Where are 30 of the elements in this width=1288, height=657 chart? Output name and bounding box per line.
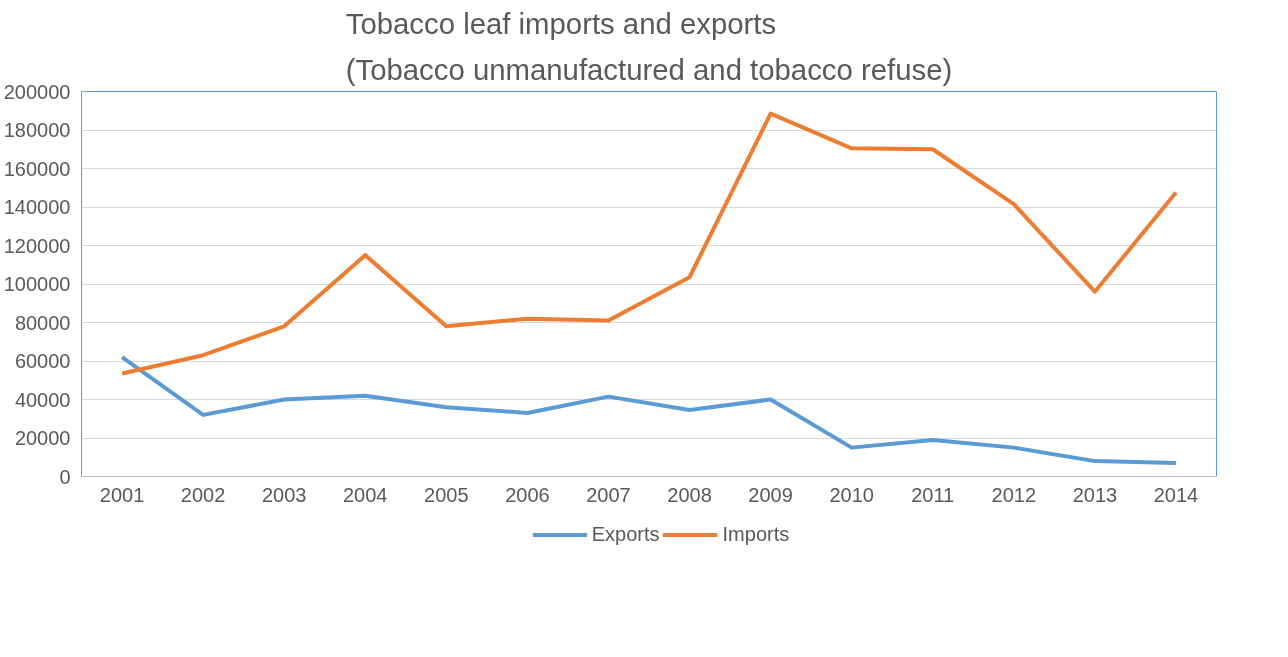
x-tick-label: 2011: [911, 483, 955, 506]
x-tick-label: 2001: [99, 483, 145, 506]
x-tick-label: 2009: [748, 483, 793, 506]
line-series: [120, 111, 1178, 376]
line-series: [120, 355, 1178, 466]
x-tick-label: 2005: [424, 483, 469, 506]
x-tick-label: 2007: [586, 483, 631, 506]
y-tick-label: 200000: [3, 80, 71, 103]
x-tick-label: 2006: [505, 483, 550, 506]
y-tick-label: 100000: [3, 273, 71, 295]
x-tick-label: 2008: [667, 483, 712, 506]
y-tick-label: 20000: [14, 427, 71, 449]
y-tick-label: 140000: [3, 196, 71, 218]
x-tick-label: 2002: [180, 483, 226, 506]
x-tick-label: 2004: [343, 483, 388, 506]
y-tick-label: 60000: [14, 350, 71, 372]
x-tick-label: 2012: [991, 483, 1037, 506]
legend-label: Imports: [722, 522, 790, 546]
x-tick-label: 2014: [1153, 483, 1199, 506]
x-tick-label: 2003: [261, 483, 307, 506]
y-tick-label: 80000: [14, 311, 71, 334]
x-tick-label: 2010: [829, 483, 874, 506]
y-tick-label: 180000: [3, 119, 71, 141]
y-tick-label: 160000: [3, 157, 71, 180]
legend-label: Exports: [591, 522, 660, 546]
y-tick-label: 0: [59, 465, 71, 488]
x-tick-label: 2013: [1072, 483, 1118, 506]
y-tick-label: 120000: [3, 234, 71, 257]
y-tick-label: 40000: [14, 388, 71, 411]
chart-title: Tobacco leaf imports and exports (Tobacco unmanufactured and tobacco refuse): [345, 7, 953, 87]
